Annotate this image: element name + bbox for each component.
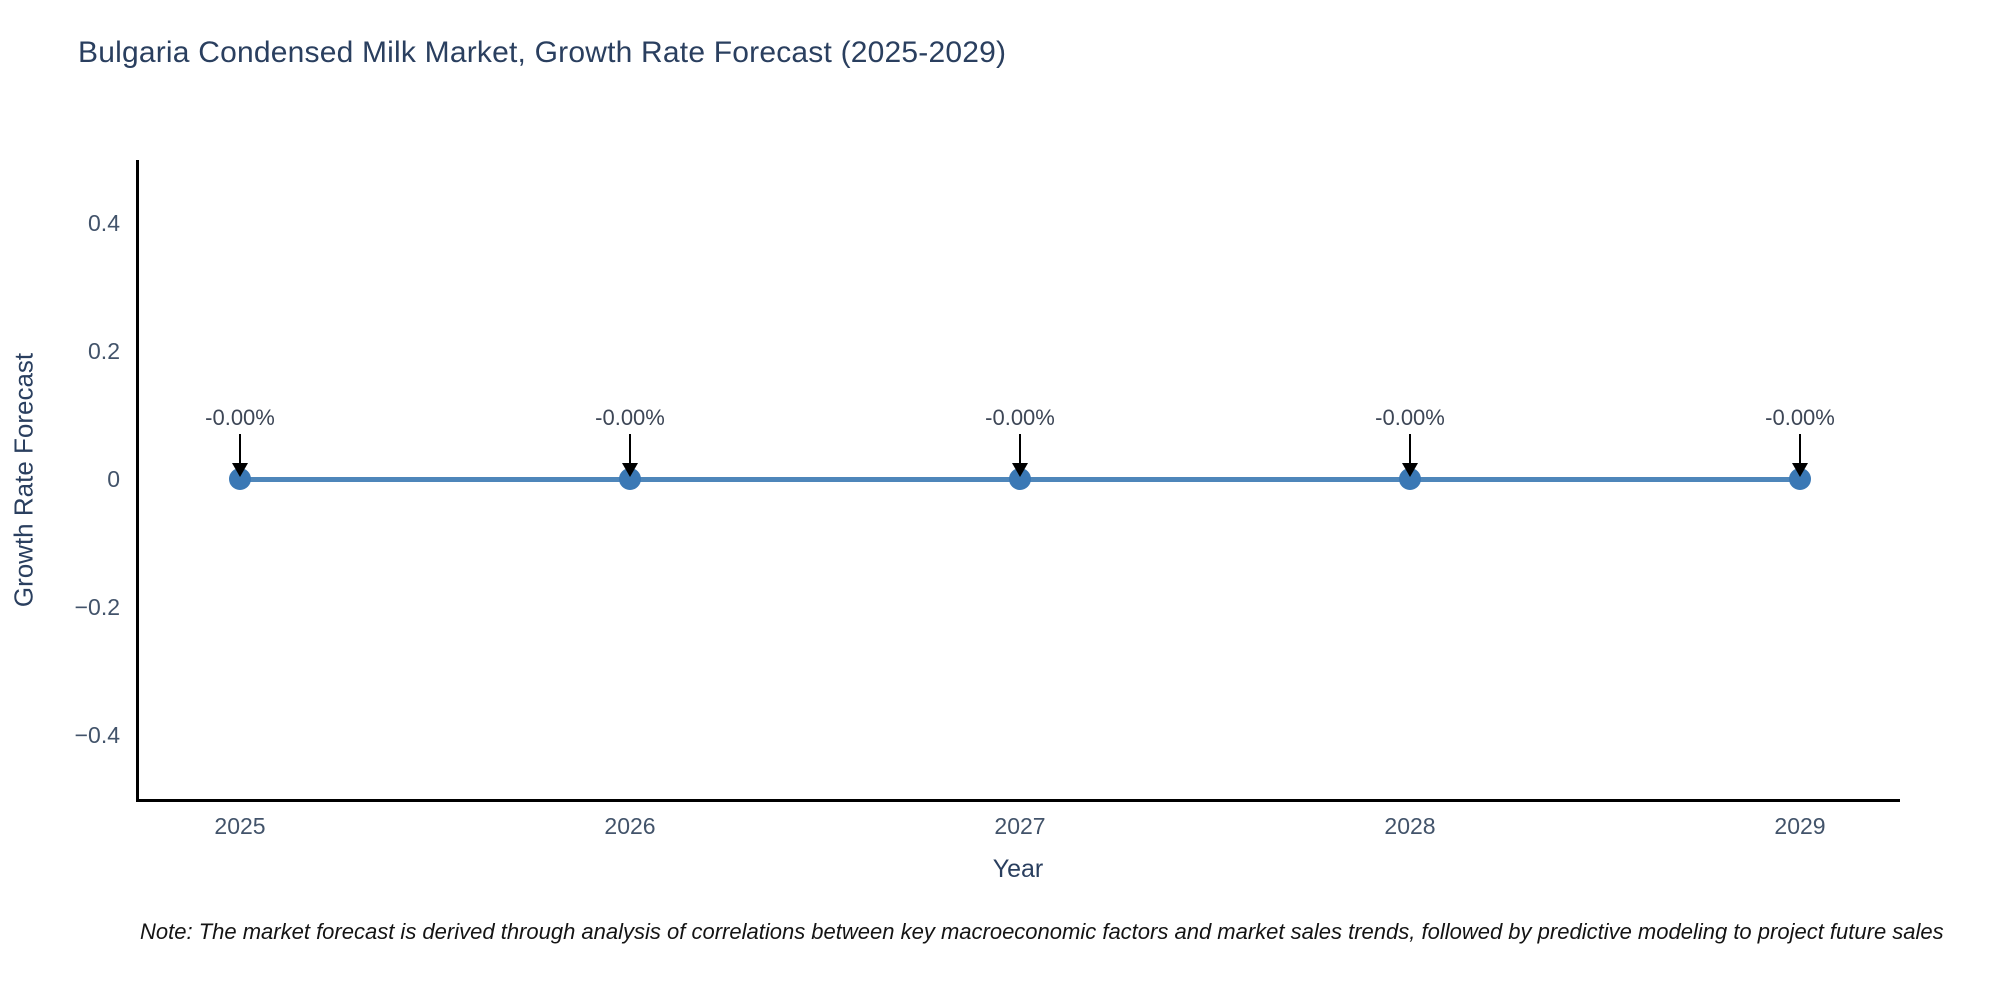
y-tick-label: −0.4 bbox=[74, 722, 120, 748]
annotation-label: -0.00% bbox=[1765, 405, 1835, 430]
annotation-label: -0.00% bbox=[1375, 405, 1445, 430]
x-axis-title: Year bbox=[992, 855, 1044, 883]
y-axis-line bbox=[136, 160, 139, 802]
annotation-label: -0.00% bbox=[595, 405, 665, 430]
y-tick-label: 0.2 bbox=[88, 338, 120, 364]
annotation-arrow-head-icon bbox=[232, 463, 248, 477]
annotation-arrow-head-icon bbox=[1012, 463, 1028, 477]
annotation-arrow-line bbox=[1019, 434, 1021, 464]
annotation-arrow-head-icon bbox=[622, 463, 638, 477]
chart-title: Bulgaria Condensed Milk Market, Growth R… bbox=[78, 36, 1007, 69]
annotation-label: -0.00% bbox=[205, 405, 275, 430]
y-tick-label: 0 bbox=[107, 466, 120, 492]
annotation-arrow-line bbox=[1799, 434, 1801, 464]
x-axis-line bbox=[136, 799, 1900, 802]
annotation-arrow-head-icon bbox=[1792, 463, 1808, 477]
x-tick-label: 2028 bbox=[1384, 813, 1436, 839]
y-tick-label: −0.2 bbox=[74, 594, 120, 620]
y-tick-label: 0.4 bbox=[88, 210, 120, 236]
annotation-label: -0.00% bbox=[985, 405, 1055, 430]
annotation-arrow-line bbox=[629, 434, 631, 464]
x-tick-label: 2025 bbox=[214, 813, 266, 839]
x-tick-label: 2027 bbox=[994, 813, 1046, 839]
x-tick-label: 2029 bbox=[1774, 813, 1826, 839]
footnote: Note: The market forecast is derived thr… bbox=[140, 919, 1944, 944]
annotation-arrow-line bbox=[239, 434, 241, 464]
x-tick-label: 2026 bbox=[604, 813, 656, 839]
annotation-arrow-line bbox=[1409, 434, 1411, 464]
y-axis-title: Growth Rate Forecast bbox=[8, 352, 39, 608]
annotation-arrow-head-icon bbox=[1402, 463, 1418, 477]
